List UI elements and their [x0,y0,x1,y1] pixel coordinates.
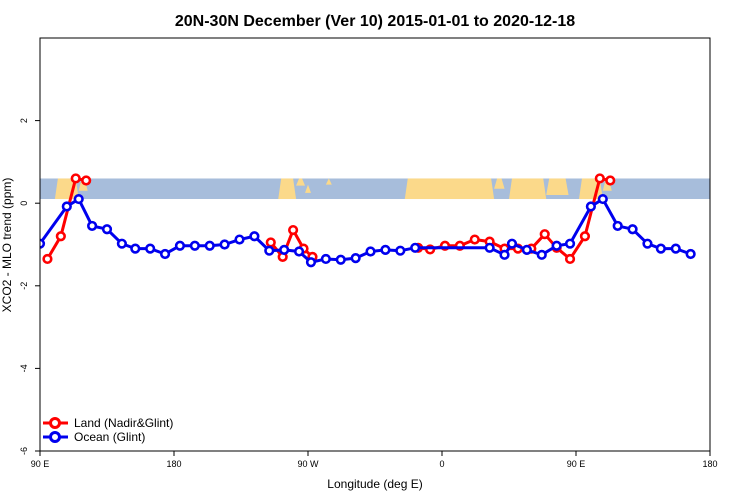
data-point [536,249,547,260]
x-tick-label: 0 [439,459,444,469]
land-shape [494,178,505,189]
land-shape [509,178,547,200]
legend-swatch-ocean-marker [49,431,61,443]
series-ocean [40,193,696,268]
data-point [204,240,215,251]
x-tick-label: 90 E [567,459,586,469]
data-point [410,242,421,253]
data-point [484,242,495,253]
data-point [145,243,156,254]
data-point [219,239,230,250]
data-point [73,193,84,205]
y-tick-label: -6 [19,447,29,455]
legend-label-land: Land (Nadir&Glint) [74,416,173,430]
legend-item-land: Land (Nadir&Glint) [43,416,173,430]
data-point [594,173,605,184]
data-point [293,246,305,257]
data-point [597,193,608,205]
data-point [521,244,532,255]
x-tick-label: 90 E [31,459,50,469]
x-axis-label: Longitude (deg E) [327,477,422,491]
x-tick-label: 180 [702,459,717,469]
data-point [365,246,376,257]
data-point [174,240,186,251]
data-point [234,234,245,245]
land-shape [296,178,306,186]
data-point [249,231,260,242]
data-point [55,231,66,242]
y-tick-label: 0 [19,201,29,206]
land-shape [278,178,297,200]
x-tick-label: 180 [166,459,181,469]
data-point [305,257,317,268]
data-point [579,231,591,242]
data-point [539,229,550,240]
legend: Land (Nadir&Glint) Ocean (Glint) [43,416,173,444]
data-point [469,234,480,245]
chart-title: 20N-30N December (Ver 10) 2015-01-01 to … [175,13,575,30]
data-point [87,220,98,232]
data-point [499,249,510,260]
x-axis: 90 E 180 90 W 0 90 E 180 [31,451,718,469]
data-point [189,240,200,251]
data-point [130,243,141,254]
legend-label-ocean: Ocean (Glint) [74,430,145,444]
data-point [288,224,299,236]
data-point [564,253,576,265]
y-tick-label: -2 [19,282,29,290]
land-shape [546,178,569,195]
data-point [506,238,518,249]
data-point [70,173,81,184]
plot-frame [39,37,711,452]
legend-item-ocean: Ocean (Glint) [43,430,145,444]
y-axis: -6 -4 -2 0 2 [19,118,40,455]
data-point [395,245,406,256]
data-point [335,254,346,265]
land-shape [305,184,311,193]
data-point [159,248,171,260]
data-point [101,224,113,235]
land-shape [404,178,495,200]
data-point [627,224,638,235]
data-point [265,237,276,248]
y-axis-label: XCO2 - MLO trend (ppm) [0,178,14,313]
data-point [350,253,361,264]
land-shape [325,178,332,185]
data-point [264,245,275,256]
data-point [81,175,92,186]
data-point [116,238,127,249]
legend-swatch-land-marker [49,417,61,429]
series-layer [40,173,696,268]
data-point [380,244,391,255]
data-point [585,201,596,212]
data-point [320,253,331,265]
data-point [605,175,616,186]
world-map-band [40,178,710,200]
data-point [670,243,681,254]
data-point [612,220,623,232]
x-tick-label: 90 W [297,459,319,469]
data-point [551,240,562,251]
data-point [564,238,576,249]
data-point [42,253,53,265]
data-point [279,244,290,255]
data-point [61,201,72,212]
y-tick-label: 2 [19,118,29,123]
data-point [642,238,653,249]
data-point [655,243,666,254]
y-tick-label: -4 [19,364,29,372]
data-point [685,248,696,260]
